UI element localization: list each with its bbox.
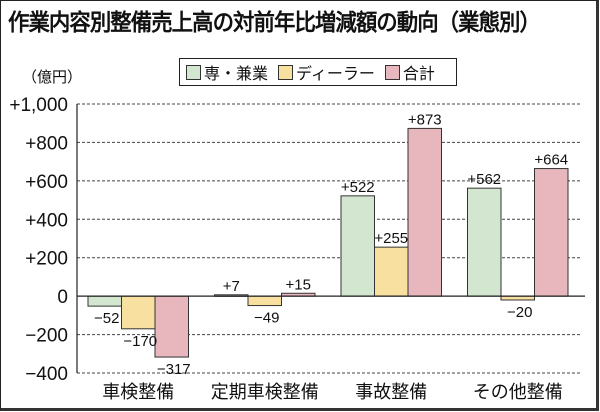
y-axis-unit-label: （億円） <box>22 68 83 86</box>
legend-swatch-total <box>384 64 400 80</box>
legend-label-total: 合計 <box>402 64 435 83</box>
legend-item-dealer: ディーラー <box>278 60 375 84</box>
legend-item-senkengyo: 専・兼業 <box>186 60 268 84</box>
legend-label-senkengyo: 専・兼業 <box>204 64 269 83</box>
legend-item-total: 合計 <box>384 60 435 84</box>
legend-label-dealer: ディーラー <box>296 64 375 83</box>
chart-title: 作業内容別整備売上高の対前年比増減額の動向（業態別） <box>8 10 541 36</box>
legend-swatch-senkengyo <box>186 64 201 80</box>
legend: 専・兼業 ディーラー 合計 <box>179 58 457 86</box>
legend-swatch-dealer <box>278 64 294 80</box>
